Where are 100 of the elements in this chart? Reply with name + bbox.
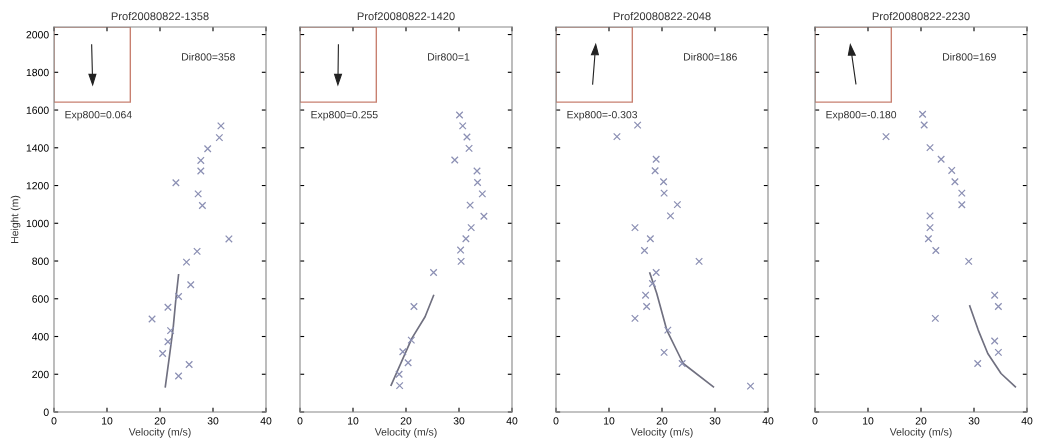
x-axis-title: Velocity (m/s) bbox=[889, 427, 952, 438]
point bbox=[410, 302, 418, 311]
point bbox=[203, 144, 212, 153]
point bbox=[882, 132, 890, 141]
point bbox=[450, 156, 459, 164]
point bbox=[457, 257, 466, 266]
point bbox=[652, 268, 661, 277]
point bbox=[172, 178, 180, 187]
y-tick-label: 600 bbox=[32, 295, 49, 303]
point bbox=[926, 223, 934, 232]
point bbox=[957, 189, 966, 197]
x-tick-label: 10 bbox=[863, 417, 874, 425]
point bbox=[926, 212, 934, 220]
point bbox=[164, 337, 172, 346]
point bbox=[148, 315, 156, 323]
x-tick-label: 20 bbox=[656, 417, 668, 425]
x-tick-label: 30 bbox=[207, 417, 219, 425]
point bbox=[918, 110, 927, 119]
x-tick-label: 10 bbox=[102, 417, 113, 425]
annotation: Dir800=186 bbox=[684, 52, 737, 61]
point bbox=[164, 303, 172, 312]
point bbox=[158, 349, 167, 358]
annotation: Dir800=1 bbox=[428, 52, 470, 61]
point bbox=[404, 358, 413, 367]
point bbox=[642, 302, 651, 311]
point bbox=[462, 234, 470, 243]
point bbox=[198, 201, 207, 210]
point bbox=[217, 122, 225, 130]
point bbox=[931, 314, 940, 323]
annotation: Exp800=0.255 bbox=[311, 110, 378, 121]
point bbox=[663, 326, 672, 334]
x-tick-label: 20 bbox=[400, 417, 412, 425]
point bbox=[463, 133, 471, 141]
point bbox=[937, 155, 946, 164]
chart-title: Prof20080822-1358 bbox=[111, 12, 209, 21]
point bbox=[951, 177, 959, 186]
line-series bbox=[164, 273, 180, 388]
y-tick-label: 0 bbox=[43, 408, 49, 416]
point bbox=[695, 257, 703, 266]
y-tick-label: 800 bbox=[32, 257, 49, 265]
annotation: Exp800=-0.180 bbox=[826, 110, 897, 121]
point bbox=[973, 359, 982, 368]
annotation: Dir800=358 bbox=[182, 52, 235, 61]
x-axis-title: Velocity (m/s) bbox=[630, 427, 693, 438]
y-tick-label: 2000 bbox=[26, 31, 49, 39]
point bbox=[466, 201, 475, 210]
point bbox=[467, 223, 476, 232]
point bbox=[174, 372, 183, 380]
point bbox=[652, 155, 661, 164]
x-tick-label: 40 bbox=[260, 417, 272, 425]
point bbox=[182, 258, 191, 267]
point bbox=[631, 314, 639, 323]
point bbox=[931, 246, 940, 255]
y-tick-label: 1400 bbox=[26, 144, 49, 152]
y-tick-label: 1200 bbox=[26, 182, 49, 190]
x-tick-label: 10 bbox=[348, 417, 359, 425]
point bbox=[990, 337, 999, 345]
point bbox=[473, 178, 482, 187]
point bbox=[215, 133, 224, 142]
point bbox=[651, 166, 659, 175]
point bbox=[395, 381, 404, 390]
point bbox=[174, 292, 183, 301]
point bbox=[648, 279, 657, 288]
x-tick-label: 0 bbox=[812, 417, 818, 425]
chart-title: Prof20080822-2048 bbox=[613, 12, 711, 21]
x-axis-title: Velocity (m/s) bbox=[128, 427, 191, 438]
x-tick-label: 0 bbox=[553, 417, 559, 425]
x-tick-label: 0 bbox=[297, 417, 303, 425]
point bbox=[480, 212, 488, 221]
x-tick-label: 40 bbox=[506, 417, 518, 425]
point bbox=[920, 121, 929, 129]
x-tick-label: 30 bbox=[968, 417, 980, 425]
point bbox=[398, 347, 407, 356]
point bbox=[194, 189, 203, 198]
y-tick-label: 1800 bbox=[26, 68, 49, 77]
x-tick-label: 40 bbox=[762, 417, 774, 425]
point bbox=[994, 348, 1003, 357]
point bbox=[631, 223, 639, 232]
point bbox=[924, 234, 933, 243]
point bbox=[994, 302, 1003, 311]
point bbox=[957, 200, 966, 209]
point bbox=[673, 200, 682, 209]
x-tick-label: 20 bbox=[915, 417, 927, 425]
x-tick-label: 30 bbox=[453, 417, 465, 425]
point bbox=[458, 122, 467, 130]
point bbox=[947, 166, 956, 175]
point bbox=[429, 268, 438, 277]
point bbox=[196, 156, 205, 165]
point bbox=[641, 291, 650, 300]
x-tick-label: 10 bbox=[604, 417, 615, 425]
point bbox=[678, 359, 687, 368]
point bbox=[990, 291, 999, 300]
point bbox=[465, 144, 473, 153]
y-tick-label: 200 bbox=[32, 370, 49, 379]
point bbox=[473, 167, 481, 175]
y-tick-label: 400 bbox=[32, 333, 49, 341]
point bbox=[407, 336, 416, 344]
x-tick-label: 40 bbox=[1021, 417, 1033, 425]
x-tick-label: 20 bbox=[154, 417, 166, 425]
point bbox=[746, 382, 755, 391]
